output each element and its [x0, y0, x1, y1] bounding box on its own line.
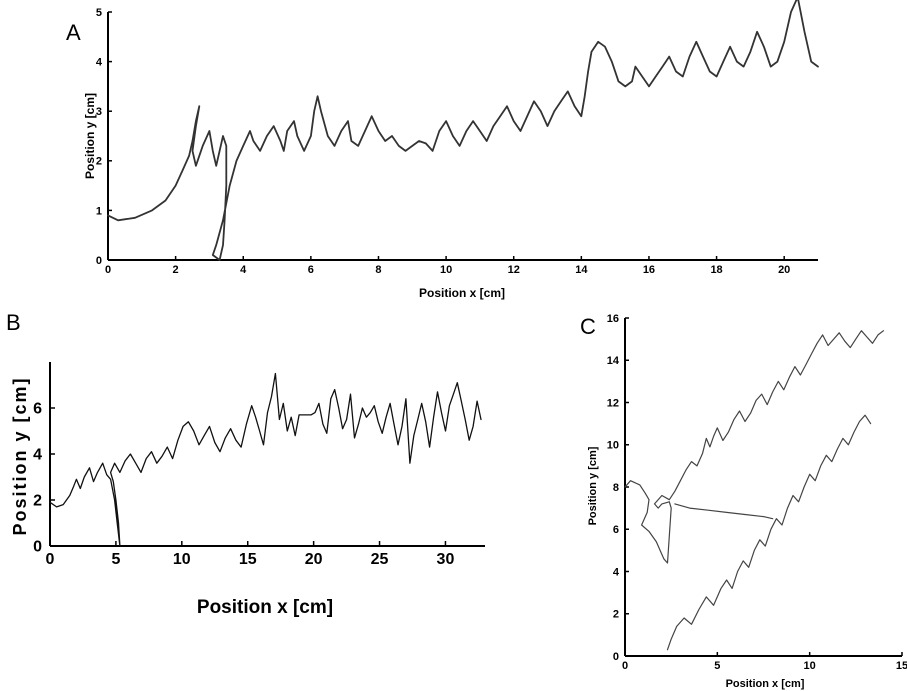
- panel-b-x-tick-label: 20: [305, 551, 323, 568]
- panel-c-x-tick-label: 0: [622, 660, 628, 672]
- panel-c-y-tick-label: 14: [607, 355, 620, 367]
- panel-a-x-tick-label: 12: [508, 264, 520, 276]
- panel-letter-c: C: [580, 314, 596, 339]
- panel-a-y-tick-label: 0: [96, 255, 102, 267]
- panel-a-x-tick-label: 16: [643, 264, 655, 276]
- panel-b-x-tick-label: 10: [173, 551, 191, 568]
- panel-b-y-tick-label: 0: [33, 539, 42, 556]
- panel-a-x-tick-label: 4: [240, 264, 247, 276]
- panel-b-x-tick-label: 15: [239, 551, 257, 568]
- panel-c-trace-2: [674, 503, 774, 520]
- panel-a-x-tick-label: 20: [778, 264, 790, 276]
- panel-c-y-tick-label: 4: [613, 566, 620, 578]
- panel-b-x-axis-label: Position x [cm]: [197, 597, 333, 618]
- panel-b: B Position x [cm] Position y [cm] 0 5 10 15…: [6, 310, 485, 618]
- panel-b-x-tick-label: 5: [111, 551, 120, 568]
- panel-a-x-tick-label: 18: [710, 264, 722, 276]
- panel-a-x-tick-label: 8: [375, 264, 381, 276]
- panel-c-x-tick-label: 10: [804, 660, 816, 672]
- panel-a-y-tick-label: 3: [96, 106, 102, 118]
- panel-c-trace-3: [666, 414, 872, 651]
- panel-c-x-axis-label: Position x [cm]: [726, 678, 805, 690]
- panel-c-x-tick-label: 15: [896, 660, 907, 672]
- panel-b-y-tick-label: 6: [33, 401, 42, 418]
- panel-b-y-tick-label: 4: [33, 447, 42, 464]
- panel-c-y-tick-label: 6: [613, 524, 619, 536]
- panel-c-x-tick-label: 5: [714, 660, 720, 672]
- panel-b-y-axis-label: Position y [cm]: [10, 376, 30, 535]
- panel-b-x-tick-label: 25: [371, 551, 389, 568]
- panel-a-x-tick-label: 10: [440, 264, 452, 276]
- panel-a-x-tick-label: 0: [105, 264, 111, 276]
- panel-c-trace-1: [624, 330, 885, 564]
- panel-c-y-tick-label: 16: [607, 313, 619, 325]
- panel-a-y-tick-label: 1: [96, 205, 102, 217]
- panel-c-y-axis-label: Position y [cm]: [587, 446, 599, 525]
- panel-a-x-tick-label: 2: [173, 264, 179, 276]
- panel-a-y-axis-label: Position y [cm]: [83, 93, 97, 179]
- panel-c-y-tick-label: 12: [607, 397, 619, 409]
- panel-c-y-tick-label: 2: [613, 609, 619, 621]
- panel-letter-b: B: [6, 310, 21, 335]
- panel-c-y-tick-label: 8: [613, 482, 619, 494]
- panel-a-trace-1: [107, 0, 819, 261]
- panel-a-x-tick-label: 14: [575, 264, 588, 276]
- panel-a-y-tick-label: 2: [96, 156, 102, 168]
- panel-letter-a: A: [66, 20, 81, 45]
- panel-c: C Position x [cm] Position y [cm] 0 5 10 15…: [580, 313, 907, 690]
- panel-a-y-tick-label: 5: [96, 7, 102, 19]
- panel-b-trace-1: [49, 372, 482, 547]
- panel-b-x-tick-label: 30: [437, 551, 455, 568]
- panel-a: A Position x [cm] Position y [cm] 0 2 4 6 8 1…: [66, 0, 819, 300]
- panel-c-y-tick-label: 0: [613, 651, 619, 663]
- panel-b-y-tick-label: 2: [33, 493, 42, 510]
- panel-b-x-tick-label: 0: [46, 551, 55, 568]
- panel-a-x-axis-label: Position x [cm]: [419, 286, 505, 300]
- panel-a-y-tick-label: 4: [96, 56, 103, 68]
- panel-a-x-tick-label: 6: [308, 264, 314, 276]
- panel-c-y-tick-label: 10: [607, 440, 619, 452]
